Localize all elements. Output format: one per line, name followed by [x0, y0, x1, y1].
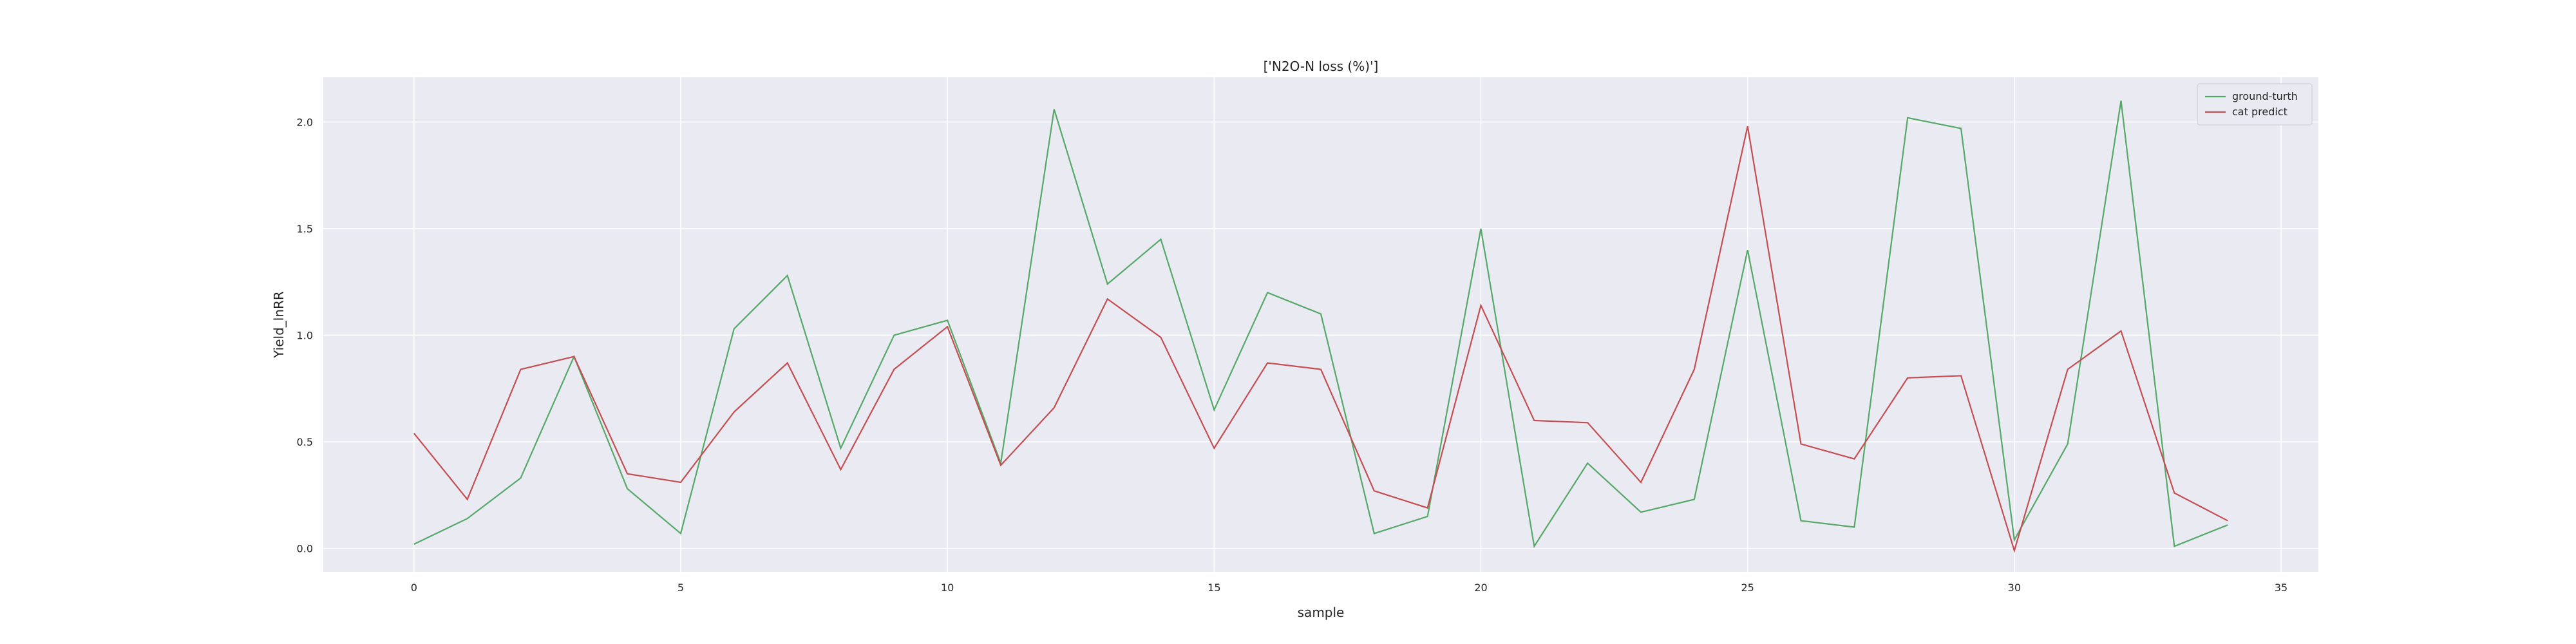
legend-label: ground-turth [2232, 90, 2298, 102]
legend: ground-turth cat predict [2197, 83, 2313, 126]
legend-box [2197, 83, 2313, 126]
y-tick-label: 0.0 [297, 543, 313, 555]
chart-title: ['N2O-N loss (%)'] [1264, 59, 1379, 74]
series-line-cat-predict [413, 126, 2228, 553]
grid-lines [323, 77, 2318, 572]
x-tick-label: 5 [677, 582, 684, 594]
series-line-ground-turth [413, 100, 2228, 549]
x-tick-label: 15 [1208, 582, 1220, 594]
y-axis-label: Yield_lnRR [271, 291, 287, 359]
y-tick-label: 0.5 [297, 436, 313, 448]
y-tick-labels: 0.0 0.5 1.0 1.5 2.0 [297, 117, 313, 555]
plot-area [323, 77, 2318, 572]
x-tick-label: 30 [2008, 582, 2021, 594]
series-lines [413, 100, 2228, 553]
x-axis-label: sample [1298, 605, 1345, 620]
legend-label: cat predict [2232, 106, 2287, 118]
y-tick-label: 1.5 [297, 223, 313, 235]
x-tick-label: 0 [411, 582, 417, 594]
x-tick-label: 10 [941, 582, 954, 594]
x-tick-label: 25 [1741, 582, 1754, 594]
y-tick-label: 2.0 [297, 117, 313, 129]
y-tick-label: 1.0 [297, 330, 313, 342]
x-tick-label: 35 [2275, 582, 2287, 594]
x-tick-label: 20 [1474, 582, 1487, 594]
x-tick-labels: 0 5 10 15 20 25 30 35 [411, 582, 2287, 594]
